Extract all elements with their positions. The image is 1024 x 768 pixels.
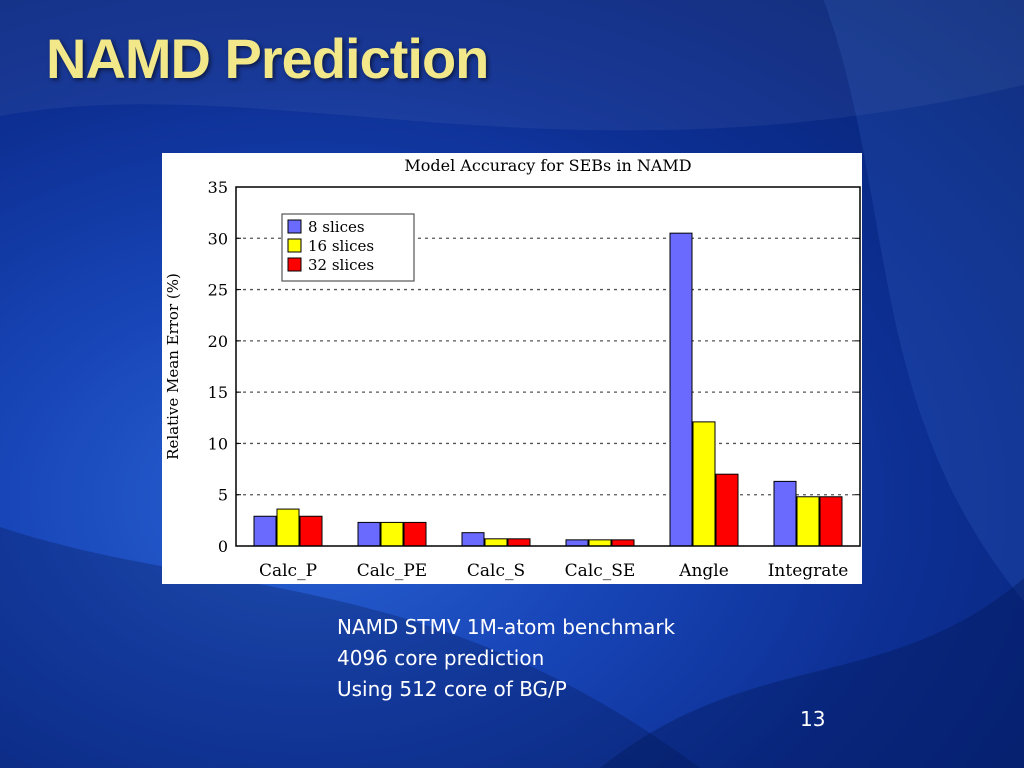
bar-integrate-32-slices [819,496,843,547]
bar-calc-s-32-slices [507,538,531,547]
y-tick-label: 25 [208,281,228,300]
bar-calc-p-32-slices [299,515,323,547]
bar-calc-pe-32-slices [403,521,427,547]
bar-angle-32-slices [715,473,739,547]
page-number: 13 [800,707,826,731]
bar-calc-s-16-slices [484,538,508,547]
y-tick-label: 15 [208,383,228,402]
caption: NAMD STMV 1M-atom benchmark 4096 core pr… [337,612,675,705]
plot-frame [235,186,861,547]
bar-integrate-16-slices [796,496,820,547]
legend-swatch-32-slices [287,257,302,272]
bar-integrate-8-slices [773,480,797,547]
x-tick-label: Calc_S [467,561,525,581]
bar-calc-s-8-slices [461,532,485,547]
chart-panel: Model Accuracy for SEBs in NAMD 0 5 10 15 20 2… [162,153,862,584]
y-tick-label: 0 [218,537,228,556]
legend-box [281,213,415,282]
y-tick-label: 35 [208,178,228,197]
legend-label-8-slices: 8 slices [308,218,365,236]
bar-chart: Model Accuracy for SEBs in NAMD 0 5 10 15 20 2… [164,156,861,581]
legend-swatch-16-slices [287,238,302,253]
y-tick-label: 30 [208,229,228,248]
bar-calc-se-8-slices [565,539,589,547]
caption-line-1: NAMD STMV 1M-atom benchmark [337,615,676,639]
y-tick-label: 10 [208,434,228,453]
bar-calc-se-32-slices [611,539,635,547]
caption-line-3: Using 512 core of BG/P [337,677,567,701]
y-tick-label: 5 [218,486,228,505]
slide-title: NAMD Prediction [46,27,489,90]
bar-calc-p-16-slices [276,508,300,547]
bar-calc-pe-8-slices [357,521,381,547]
legend-label-16-slices: 16 slices [308,237,374,255]
y-tick-label: 20 [208,332,228,351]
chart-title: Model Accuracy for SEBs in NAMD [404,156,691,175]
caption-line-2: 4096 core prediction [337,646,545,670]
x-tick-label: Integrate [768,561,849,581]
bar-angle-8-slices [669,232,693,547]
bar-calc-p-8-slices [253,515,277,547]
bar-calc-pe-16-slices [380,521,404,547]
x-tick-label: Angle [678,561,729,581]
x-tick-label: Calc_SE [565,561,636,581]
legend-swatch-8-slices [287,219,302,234]
legend-label-32-slices: 32 slices [308,256,374,274]
y-axis-label: Relative Mean Error (%) [164,273,182,460]
x-tick-label: Calc_P [259,561,317,581]
bar-calc-se-16-slices [588,539,612,547]
x-tick-label: Calc_PE [357,561,427,581]
bar-angle-16-slices [692,421,716,547]
